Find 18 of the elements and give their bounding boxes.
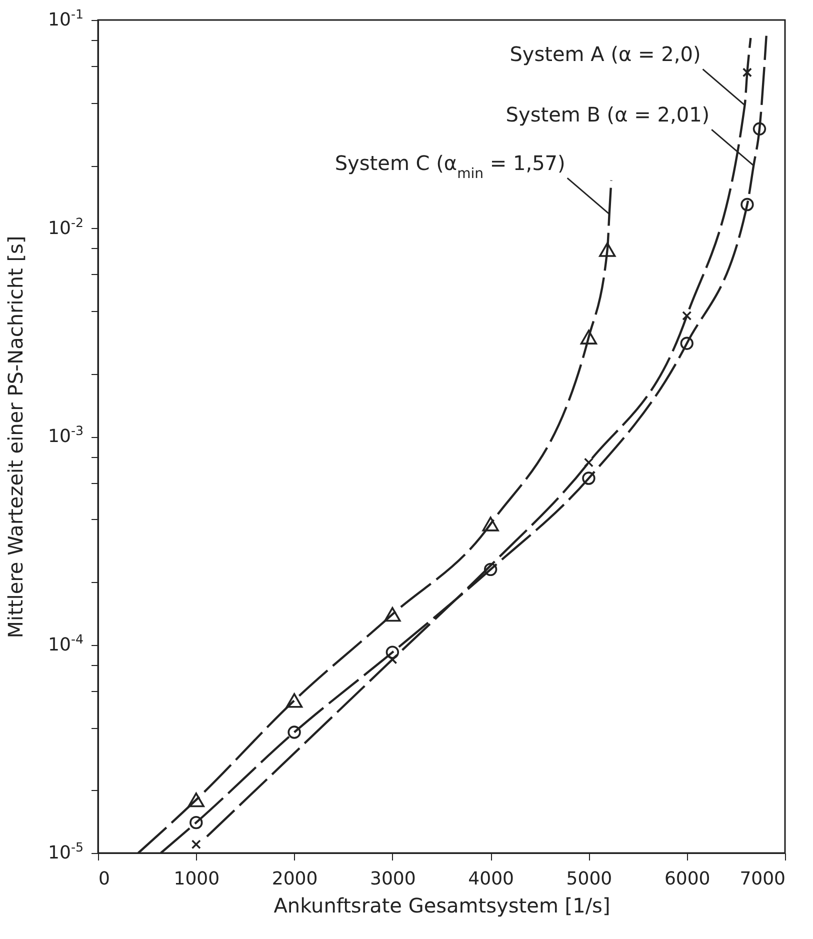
annotation: System B (α = 2,01) xyxy=(506,102,710,127)
x-tick-label: 5000 xyxy=(566,868,612,890)
x-axis-title: Ankunftsrate Gesamtsystem [1/s] xyxy=(274,894,610,918)
x-tick-label: 2000 xyxy=(272,868,318,890)
y-tick-label: 10$^{-5}$ xyxy=(48,839,84,864)
x-tick-label: 0 xyxy=(98,868,110,890)
y-tick-label: 10$^{-3}$ xyxy=(48,422,84,447)
x-tick-label: 4000 xyxy=(468,868,514,890)
x-tick-label: 1000 xyxy=(174,868,220,890)
y-tick-label: 10$^{-4}$ xyxy=(48,630,84,656)
annotation: System A (α = 2,0) xyxy=(510,42,701,66)
y-tick-label: 10$^{-1}$ xyxy=(48,6,84,30)
x-tick-label: 6000 xyxy=(664,868,710,890)
y-axis-title: Mittlere Wartezeit einer PS-Nachricht [s] xyxy=(4,236,28,638)
x-tick-label: 7000 xyxy=(740,868,786,890)
y-tick-label: 10$^{-2}$ xyxy=(48,214,84,239)
x-tick-label: 3000 xyxy=(370,868,416,890)
annotation: System C (α$_{min}$ = 1,57) xyxy=(334,151,566,182)
